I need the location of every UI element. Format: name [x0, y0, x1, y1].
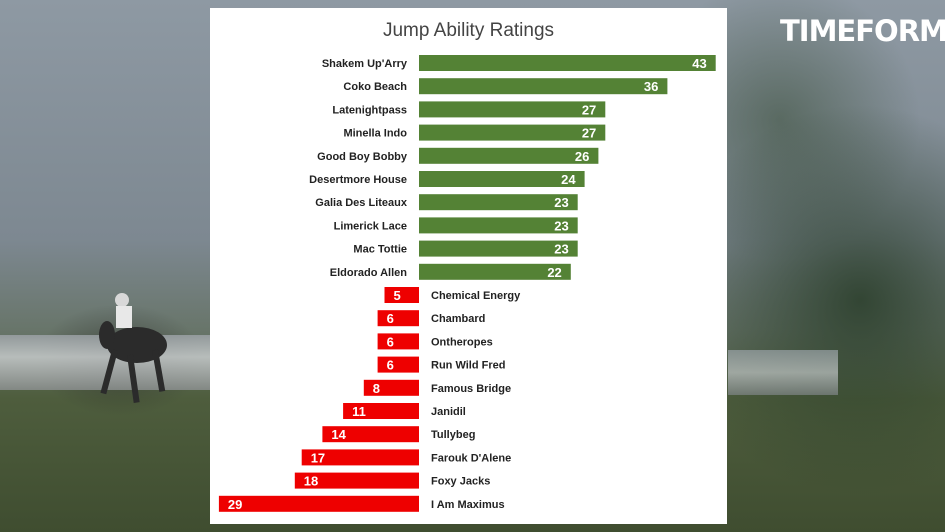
category-label: Mac Tottie [353, 244, 407, 256]
data-label: 23 [554, 218, 568, 233]
data-label: 23 [554, 242, 568, 257]
category-label: Latenightpass [332, 104, 407, 116]
bar [377, 333, 419, 350]
bar [419, 194, 578, 211]
category-label: Eldorado Allen [330, 267, 407, 279]
category-label: Famous Bridge [431, 383, 511, 395]
data-label: 8 [373, 381, 380, 396]
category-label: Farouk D'Alene [431, 452, 511, 464]
category-label: I Am Maximus [431, 499, 505, 511]
data-label: 6 [387, 311, 394, 326]
bar-chart: Shakem Up'Arry 43 Coko Beach 36 Latenightpas… [218, 55, 716, 512]
category-label: Shakem Up'Arry [322, 58, 408, 70]
bar [384, 287, 419, 303]
grandstand-right [728, 350, 838, 395]
bar [343, 403, 419, 419]
bar [419, 240, 578, 257]
bar [377, 310, 419, 327]
category-label: Run Wild Fred [431, 360, 505, 372]
chart-title: Jump Ability Ratings [382, 20, 555, 41]
category-label: Ontheropes [431, 336, 493, 348]
category-label: Desertmore House [309, 174, 407, 186]
data-label: 23 [554, 195, 568, 210]
category-label: Janidil [431, 406, 466, 418]
category-label: Chemical Energy [431, 290, 521, 302]
data-label: 43 [692, 56, 706, 71]
bar [419, 171, 585, 187]
data-label: 29 [228, 497, 242, 512]
data-label: 6 [387, 358, 394, 373]
data-label: 17 [311, 450, 325, 465]
bar [419, 124, 606, 141]
data-label: 24 [561, 172, 576, 187]
data-label: 18 [304, 474, 318, 489]
data-label: 27 [582, 102, 596, 117]
category-label: Galia Des Liteaux [315, 197, 408, 209]
data-label: 27 [582, 126, 596, 141]
category-label: Good Boy Bobby [317, 151, 408, 163]
bar [377, 356, 419, 373]
bar [419, 147, 599, 164]
bar [322, 426, 419, 443]
data-label: 11 [352, 404, 366, 419]
bar [363, 379, 419, 396]
bar [419, 78, 668, 95]
bar [419, 101, 606, 118]
category-label: Coko Beach [343, 81, 407, 93]
bar [301, 449, 419, 466]
bar [419, 263, 571, 280]
category-label: Minella Indo [343, 128, 407, 140]
data-label: 26 [575, 149, 589, 164]
bar [419, 217, 578, 234]
data-label: 14 [331, 427, 346, 442]
category-label: Foxy Jacks [431, 476, 490, 488]
bar [419, 55, 716, 71]
data-label: 22 [547, 265, 561, 280]
category-label: Chambard [431, 313, 485, 325]
data-label: 6 [387, 334, 394, 349]
horse-and-jockey-silhouette [99, 293, 167, 403]
data-label: 5 [394, 288, 401, 303]
data-label: 36 [644, 79, 658, 94]
bar [218, 495, 419, 512]
category-label: Limerick Lace [334, 220, 407, 232]
category-label: Tullybeg [431, 429, 475, 441]
timeform-logo: TIMEFORM [780, 14, 945, 48]
bar [294, 472, 419, 489]
chart-panel: Jump Ability Ratings Shakem Up'Arry 43 Cok… [210, 8, 727, 524]
